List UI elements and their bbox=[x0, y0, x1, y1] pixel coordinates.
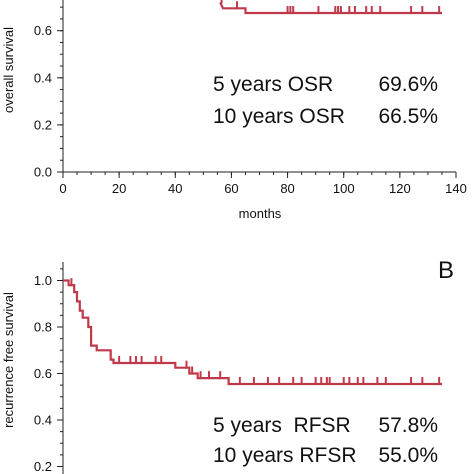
panel-a-stat-label-10y: 10 years OSR bbox=[213, 105, 345, 128]
survival-step-line bbox=[219, 1, 442, 15]
panel-a-ticks: 0.0 0.2 0.4 0.6 0 20 40 60 80 100 120 140 bbox=[34, 6, 467, 196]
panel-a-x-axis-title: months bbox=[239, 206, 282, 221]
survival-step-line bbox=[63, 279, 442, 386]
panel-a-km-curve bbox=[219, 0, 442, 15]
y-tick-label: 0.0 bbox=[34, 165, 52, 180]
panel-b-stat-value-10y: 55.0% bbox=[378, 444, 438, 467]
x-tick-label: 120 bbox=[389, 181, 411, 196]
panel-b-stats: 5 years RFSR 57.8% 10 years RFSR 55.0% bbox=[213, 414, 438, 467]
panel-a-y-axis-title: overall survival bbox=[1, 27, 16, 113]
y-tick-label: 0.2 bbox=[34, 117, 52, 132]
x-tick-label: 100 bbox=[333, 181, 355, 196]
panel-b-stat-value-5y: 57.8% bbox=[378, 414, 438, 437]
y-tick-label: 1.0 bbox=[34, 273, 52, 288]
x-tick-label: 140 bbox=[445, 181, 467, 196]
panel-a-stat-value-5y: 69.6% bbox=[378, 73, 438, 96]
panel-b-stat-label-5y: 5 years RFSR bbox=[213, 414, 351, 437]
panel-b-y-axis-title: recurrence free survival bbox=[1, 292, 16, 428]
panel-a-stat-label-5y: 5 years OSR bbox=[213, 73, 333, 96]
panel-b-stat-label-10y: 10 years RFSR bbox=[213, 444, 357, 467]
panel-b-ticks: 0.2 0.4 0.6 0.8 1.0 bbox=[34, 268, 63, 474]
panel-a-stats: 5 years OSR 69.6% 10 years OSR 66.5% bbox=[213, 73, 438, 128]
panel-b-km-curve bbox=[63, 278, 442, 386]
y-tick-label: 0.8 bbox=[34, 320, 52, 335]
x-tick-label: 20 bbox=[112, 181, 126, 196]
panel-a-stat-value-10y: 66.5% bbox=[378, 105, 438, 128]
x-tick-label: 0 bbox=[59, 181, 66, 196]
y-tick-label: 0.6 bbox=[34, 23, 52, 38]
panel-b-recurrence-free-survival: 0.2 0.4 0.6 0.8 1.0 recurrence free survival… bbox=[1, 257, 454, 474]
panel-b-letter: B bbox=[438, 257, 454, 284]
y-tick-label: 0.2 bbox=[34, 459, 52, 474]
y-tick-label: 0.6 bbox=[34, 366, 52, 381]
x-tick-label: 40 bbox=[168, 181, 182, 196]
y-tick-label: 0.4 bbox=[34, 413, 52, 428]
y-tick-label: 0.4 bbox=[34, 70, 52, 85]
x-tick-label: 80 bbox=[280, 181, 294, 196]
x-tick-label: 60 bbox=[224, 181, 238, 196]
panel-a-overall-survival: 0.0 0.2 0.4 0.6 0 20 40 60 80 100 120 140 overall s… bbox=[1, 0, 467, 221]
